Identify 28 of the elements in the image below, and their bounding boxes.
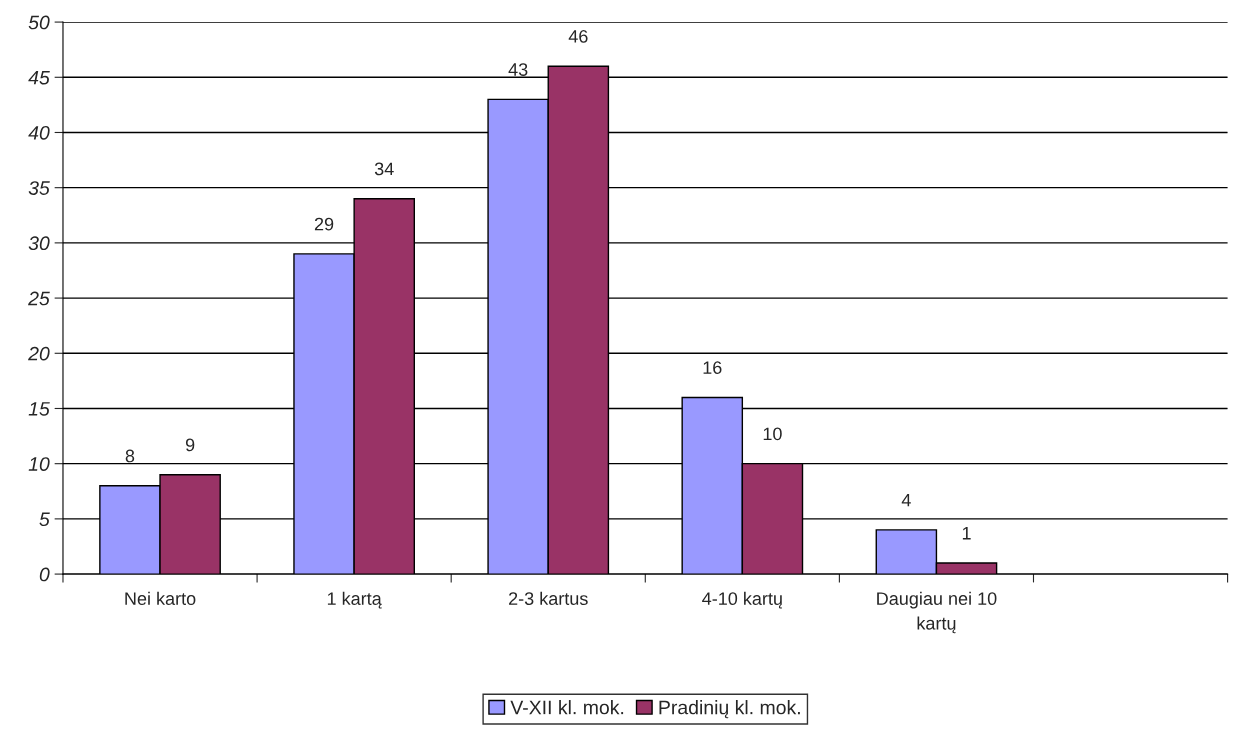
data-label: 9 xyxy=(185,438,195,452)
y-tick-label: 30 xyxy=(28,236,50,251)
data-label: 46 xyxy=(568,30,588,43)
data-label: 34 xyxy=(374,162,394,176)
data-label: 43 xyxy=(508,63,528,76)
legend-label: Pradinių kl. mok. xyxy=(659,700,800,719)
y-tick-label: 15 xyxy=(28,402,50,416)
x-tick-label: 2-3 kartus xyxy=(509,591,588,606)
y-tick-label: 20 xyxy=(28,346,50,361)
x-tick-label: Nei karto xyxy=(125,591,196,606)
x-tick-label: 1 kartą xyxy=(327,591,382,609)
y-tick-label: 0 xyxy=(39,567,50,582)
y-tick-label: 40 xyxy=(28,125,50,140)
data-label: 29 xyxy=(314,217,334,231)
y-tick-label: 45 xyxy=(28,70,50,85)
legend-label: V-XII kl. mok. xyxy=(510,700,624,715)
data-label: 4 xyxy=(901,493,911,507)
x-tick-label: 4-10 kartų xyxy=(702,591,783,609)
y-tick-label: 35 xyxy=(28,181,50,195)
data-label: 1 xyxy=(962,527,971,540)
data-label: 8 xyxy=(125,449,135,463)
y-tick-label: 10 xyxy=(28,457,50,471)
y-tick-label: 5 xyxy=(39,512,50,527)
y-tick-label: 50 xyxy=(28,15,50,30)
data-label: 10 xyxy=(763,427,782,441)
y-tick-label: 25 xyxy=(28,291,50,306)
data-label: 16 xyxy=(703,361,722,374)
x-tick-label: Daugiau nei 10 kartų xyxy=(877,591,997,634)
